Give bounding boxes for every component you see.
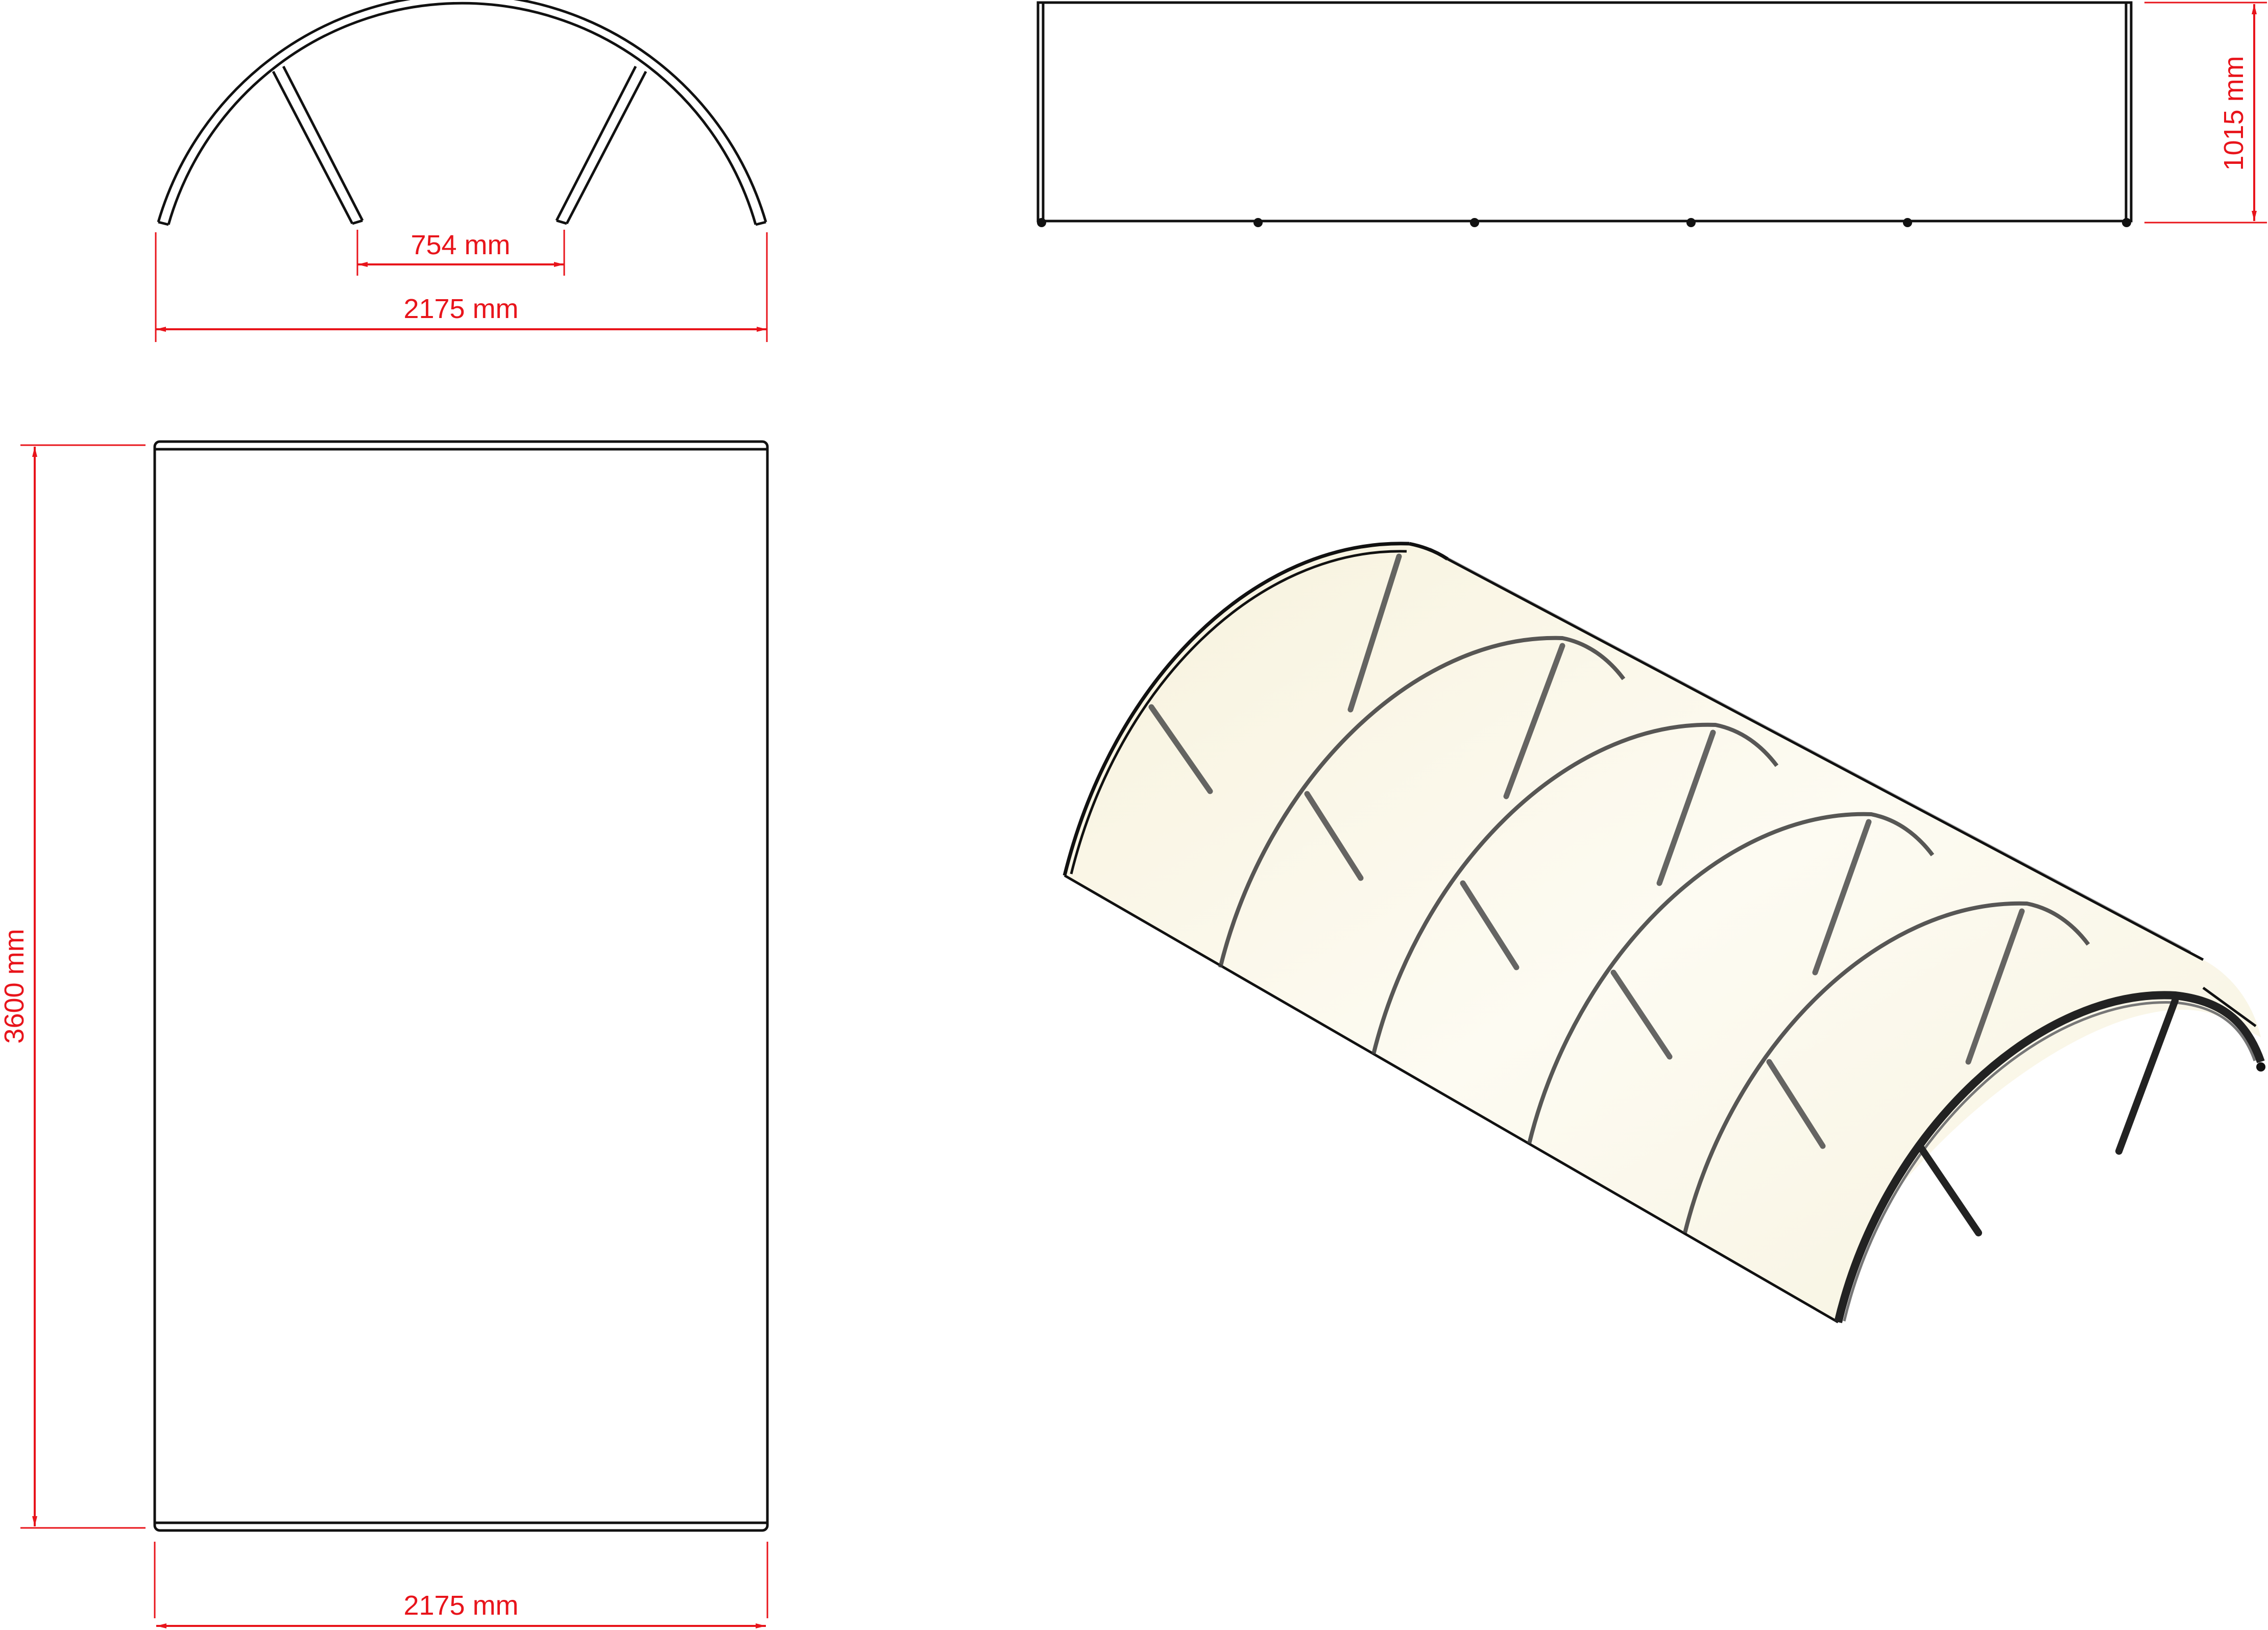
dimension-label-3600: 3600 mm xyxy=(0,929,30,1043)
canopy-surface xyxy=(1065,543,2261,1322)
side-elevation-view xyxy=(1036,1,2133,227)
dimension-inner-span: 754 mm xyxy=(356,230,565,276)
plan-view xyxy=(153,440,769,1532)
dimension-plan-width: 2175 mm xyxy=(154,1542,768,1628)
dimension-label-front-2175: 2175 mm xyxy=(403,294,518,324)
dimension-label-754: 754 mm xyxy=(411,230,510,260)
front-elevation-view xyxy=(157,0,767,226)
dimension-front-width: 2175 mm xyxy=(155,232,768,342)
dimension-label-plan-2175: 2175 mm xyxy=(403,1590,518,1621)
dimension-plan-length: 3600 mm xyxy=(0,444,146,1529)
struts xyxy=(1148,553,2025,1149)
dimension-label-1015: 1015 mm xyxy=(2218,56,2249,171)
isometric-view xyxy=(1063,542,2265,1324)
intermediate-ribs xyxy=(1218,636,2090,1233)
end-struts xyxy=(1916,997,2179,1236)
dimension-side-height: 1015 mm xyxy=(2144,2,2267,224)
